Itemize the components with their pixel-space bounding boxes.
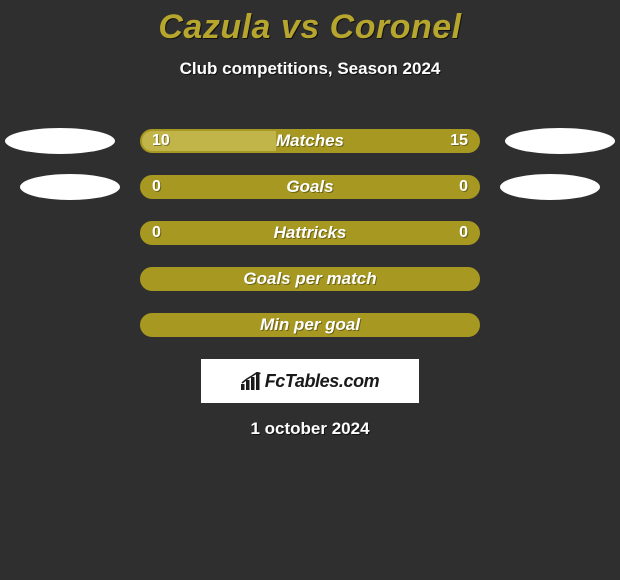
date-line: 1 october 2024: [0, 419, 620, 439]
stat-value-left: 0: [152, 175, 161, 199]
stat-value-left: 10: [152, 129, 170, 153]
widget-container: Cazula vs Coronel Club competitions, Sea…: [0, 0, 620, 580]
logo-text: FcTables.com: [265, 371, 380, 392]
stat-value-right: 0: [459, 175, 468, 199]
stat-label: Goals: [140, 175, 480, 199]
stat-row: Min per goal: [0, 313, 620, 337]
stat-label: Goals per match: [140, 267, 480, 291]
stat-label: Hattricks: [140, 221, 480, 245]
stat-row: Hattricks0 0: [0, 221, 620, 245]
site-logo: FcTables.com: [241, 371, 380, 392]
page-title: Cazula vs Coronel: [0, 0, 620, 47]
player-photo-placeholder: [5, 128, 115, 154]
logo-box: FcTables.com: [201, 359, 419, 403]
stat-value-right: 15: [450, 129, 468, 153]
stat-label: Min per goal: [140, 313, 480, 337]
player-photo-placeholder: [20, 174, 120, 200]
stats-bars: Matches1015Goals00Hattricks00Goals per m…: [0, 129, 620, 337]
stat-value-right: 0: [459, 221, 468, 245]
stat-value-left: 0: [152, 221, 161, 245]
stat-row: Goals per match: [0, 267, 620, 291]
stat-label: Matches: [140, 129, 480, 153]
chart-icon: [241, 372, 261, 390]
player-photo-placeholder: [500, 174, 600, 200]
player-photo-placeholder: [505, 128, 615, 154]
subtitle: Club competitions, Season 2024: [0, 59, 620, 79]
